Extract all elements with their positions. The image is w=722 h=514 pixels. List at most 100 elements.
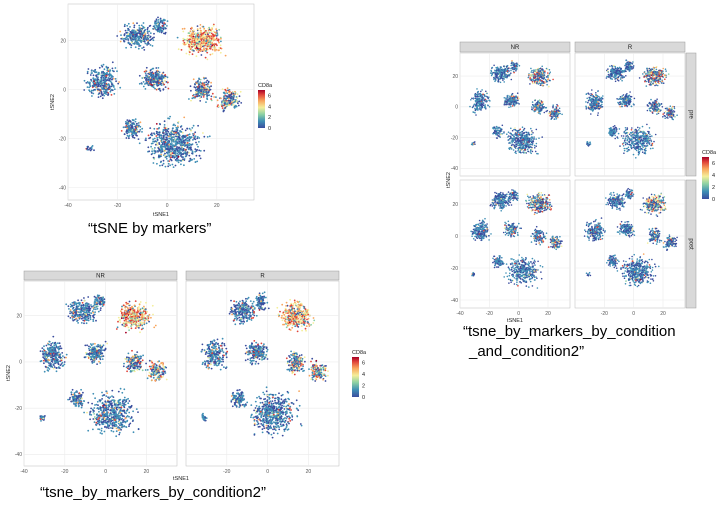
scatter-point <box>159 375 162 378</box>
scatter-point <box>90 414 93 416</box>
scatter-point <box>138 130 140 133</box>
scatter-point <box>105 87 107 89</box>
scatter-point <box>83 297 85 299</box>
scatter-point <box>226 103 229 105</box>
scatter-point <box>152 39 155 42</box>
scatter-point <box>222 100 225 103</box>
scatter-point <box>200 54 203 56</box>
scatter-point <box>92 411 95 413</box>
scatter-point <box>182 144 185 147</box>
scatter-point <box>208 45 211 47</box>
scatter-point <box>95 421 98 424</box>
scatter-point <box>162 88 165 91</box>
scatter-point <box>133 304 136 307</box>
scatter-point <box>139 331 141 334</box>
scatter-point <box>188 98 190 100</box>
scatter-point <box>103 68 106 71</box>
scatter-point <box>80 394 83 396</box>
scatter-point <box>53 354 56 356</box>
scatter-point <box>153 32 155 35</box>
scatter-point <box>101 358 104 360</box>
scatter-point <box>134 37 137 40</box>
scatter-point <box>161 150 164 153</box>
scatter-point <box>185 138 188 140</box>
scatter-point <box>114 407 116 409</box>
scatter-point <box>120 422 123 424</box>
scatter-point <box>121 414 124 417</box>
scatter-point <box>201 41 204 43</box>
scatter-point <box>133 24 136 27</box>
scatter-point <box>298 354 301 357</box>
scatter-point <box>204 35 206 38</box>
scatter-point <box>81 301 84 304</box>
scatter-point <box>127 358 130 361</box>
scatter-point <box>119 318 121 321</box>
scatter-point <box>190 47 192 50</box>
scatter-point <box>80 322 83 324</box>
scatter-point <box>43 345 45 348</box>
scatter-point <box>53 366 56 368</box>
scatter-point <box>95 71 98 74</box>
scatter-point <box>180 160 183 162</box>
scatter-point <box>209 31 211 34</box>
scatter-point <box>99 362 102 364</box>
scatter-point <box>125 301 128 304</box>
scatter-point <box>201 88 204 91</box>
scatter-point <box>126 370 128 373</box>
scatter-point <box>98 410 100 413</box>
scatter-point <box>126 24 129 27</box>
scatter-point <box>127 326 130 329</box>
scatter-point <box>91 95 93 97</box>
scatter-point <box>90 70 93 72</box>
scatter-point <box>141 127 144 130</box>
scatter-point <box>213 96 216 98</box>
scatter-point <box>126 38 129 40</box>
scatter-point <box>149 80 152 83</box>
scatter-point <box>129 417 132 420</box>
scatter-point <box>113 86 115 88</box>
scatter-point <box>164 86 167 88</box>
scatter-point <box>114 419 116 421</box>
scatter-point <box>111 406 113 409</box>
scatter-point <box>201 85 203 88</box>
scatter-point <box>142 22 145 24</box>
x-tick-label: 20 <box>214 203 220 209</box>
scatter-point <box>188 51 191 53</box>
scatter-point <box>145 66 148 69</box>
scatter-point <box>81 402 84 405</box>
scatter-point <box>124 306 127 309</box>
scatter-point <box>52 357 55 360</box>
scatter-point <box>162 130 165 133</box>
scatter-point <box>145 139 147 142</box>
scatter-point <box>151 368 153 371</box>
scatter-point <box>175 135 177 138</box>
scatter-point <box>176 152 179 155</box>
scatter-point <box>119 410 121 413</box>
scatter-point <box>126 306 129 309</box>
scatter-point <box>119 398 122 401</box>
scatter-point <box>209 88 212 91</box>
scatter-point <box>92 358 95 360</box>
scatter-point <box>258 358 261 360</box>
scatter-point <box>148 150 151 153</box>
scatter-point <box>165 378 168 381</box>
scatter-point <box>132 119 135 122</box>
scatter-point <box>136 122 138 125</box>
scatter-point <box>126 409 129 412</box>
scatter-point <box>104 400 107 403</box>
scatter-point <box>92 418 95 420</box>
scatter-point <box>193 39 196 42</box>
scatter-point <box>161 77 164 80</box>
scatter-point <box>194 46 196 49</box>
scatter-point <box>97 71 100 74</box>
scatter-point <box>141 131 143 133</box>
scatter-point <box>101 70 103 73</box>
scatter-point <box>230 104 233 106</box>
scatter-point <box>127 137 130 140</box>
scatter-point <box>104 79 106 82</box>
scatter-point <box>276 306 279 309</box>
scatter-point <box>93 421 96 423</box>
scatter-point <box>121 417 124 420</box>
scatter-point <box>160 139 163 142</box>
scatter-point <box>175 157 178 160</box>
